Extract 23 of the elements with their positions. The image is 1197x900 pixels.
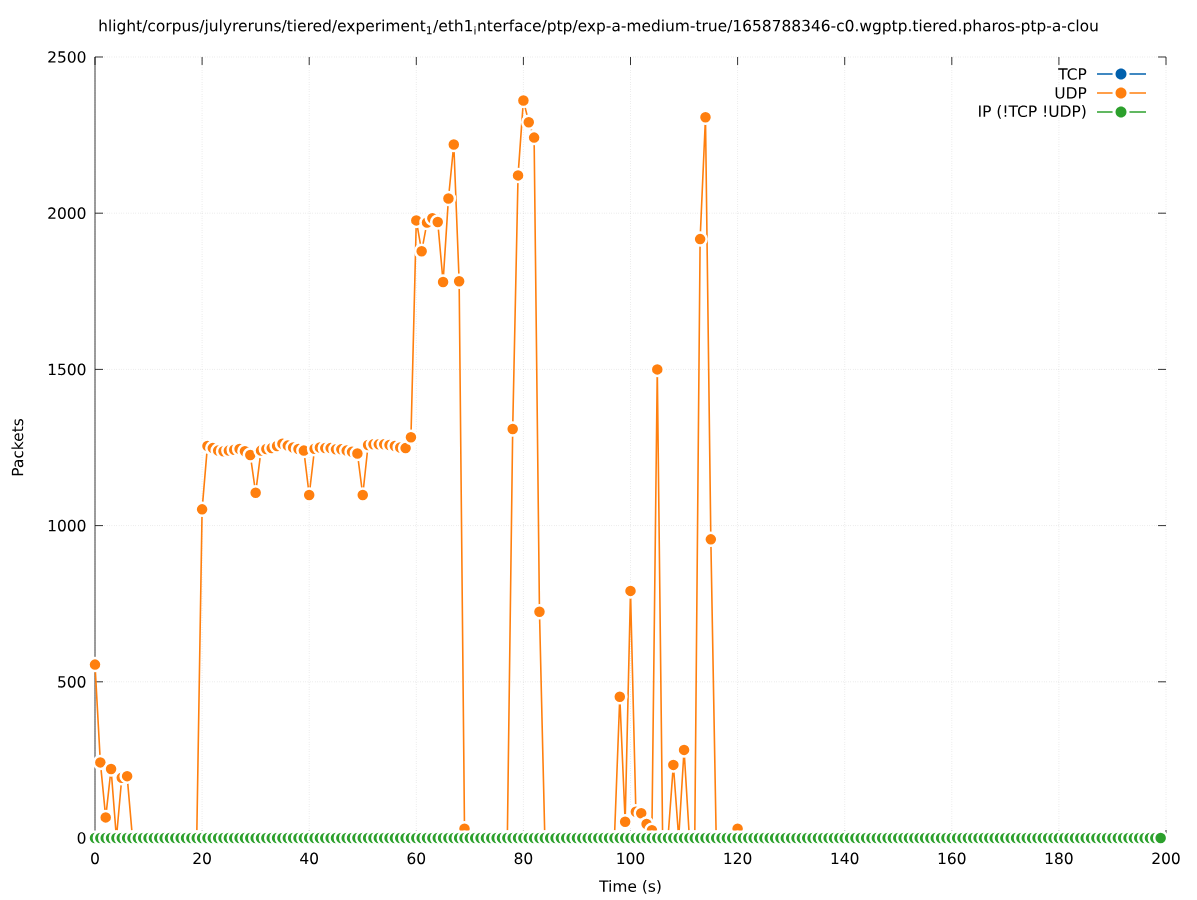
legend-label: TCP (1058, 68, 1087, 80)
x-tick-label: 160 (938, 852, 966, 865)
chart-title: hlight/corpus/julyreruns/tiered/experiment$_{1}$/eth1$_{i}$nterface/ptp/exp-a-medium-true/1658788346-c0.wgptp.tiered.pharos-ptp-a-clou (99, 19, 1098, 35)
x-tick-label: 180 (1045, 852, 1073, 865)
y-tick-label: 500 (58, 675, 86, 688)
y-axis-title: Packets (11, 418, 24, 476)
legend-label: IP (!TCP !UDP) (979, 105, 1086, 119)
x-axis-title: Time (s) (599, 880, 661, 894)
x-tick-label: 120 (724, 852, 752, 865)
y-tick-label: 0 (77, 832, 86, 844)
x-tick-label: 40 (300, 852, 318, 865)
x-tick-label: 80 (514, 852, 533, 865)
y-tick-label: 1000 (48, 519, 86, 532)
x-tick-label: 200 (1152, 852, 1180, 865)
y-tick-label: 2500 (48, 51, 86, 63)
x-tick-label: 100 (617, 852, 645, 865)
x-tick-label: 60 (407, 852, 426, 865)
x-tick-label: 0 (91, 852, 99, 865)
x-tick-label: 140 (831, 852, 859, 865)
y-tick-label: 2000 (48, 207, 86, 220)
x-tick-label: 20 (193, 852, 211, 865)
legend-label: UDP (1055, 87, 1087, 99)
y-tick-label: 1500 (48, 363, 86, 376)
